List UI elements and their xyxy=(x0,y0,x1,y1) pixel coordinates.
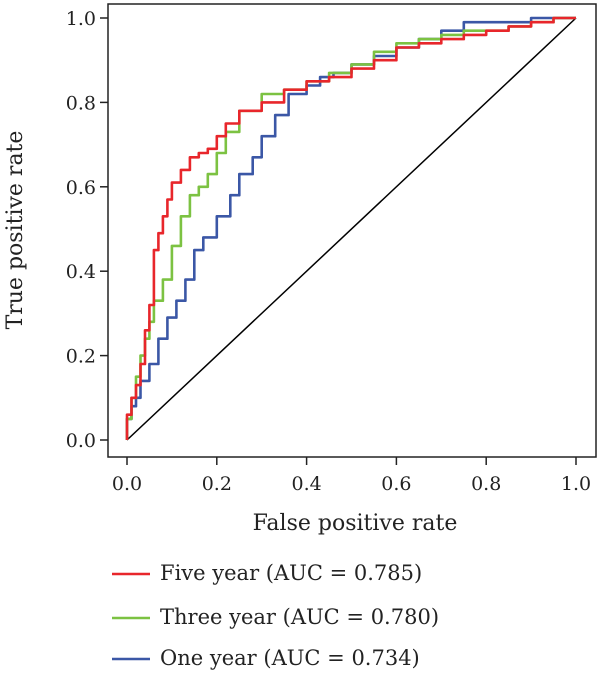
series-line-1 xyxy=(125,16,576,440)
legend-label-0: Five year (AUC = 0.785) xyxy=(160,561,422,585)
legend-label-1: Three year (AUC = 0.780) xyxy=(160,605,439,629)
series-lines xyxy=(125,16,576,440)
y-tick-label: 1.0 xyxy=(66,8,96,30)
y-axis-label: True positive rate xyxy=(3,131,28,330)
x-axis-label: False positive rate xyxy=(253,511,458,536)
reference-diagonal-line xyxy=(126,17,577,441)
x-tick-label: 0.4 xyxy=(291,473,321,495)
y-tick-label: 0.8 xyxy=(66,92,96,114)
x-tick-label: 0.2 xyxy=(202,473,232,495)
y-tick-label: 0.6 xyxy=(66,177,96,199)
x-tick-label: 0.6 xyxy=(381,473,411,495)
plot-frame xyxy=(107,3,597,458)
x-tick-label: 0.0 xyxy=(112,473,142,495)
x-tick-label: 0.8 xyxy=(471,473,501,495)
x-tick-label: 1.0 xyxy=(561,473,591,495)
reference-line-group xyxy=(126,17,577,441)
legend: Five year (AUC = 0.785) Three year (AUC =… xyxy=(112,561,439,670)
legend-label-2: One year (AUC = 0.734) xyxy=(160,646,420,670)
series-line-0 xyxy=(125,16,576,440)
y-tick-label: 0.4 xyxy=(66,261,96,283)
y-tick-label: 0.2 xyxy=(66,346,96,368)
plot-area xyxy=(107,3,597,458)
y-tick-label: 0.0 xyxy=(66,430,96,452)
axis-ticks: 0.0 0.2 0.4 0.6 0.8 1.0 0.0 0.2 0.4 0.6 0.8 1.0 xyxy=(66,8,591,495)
